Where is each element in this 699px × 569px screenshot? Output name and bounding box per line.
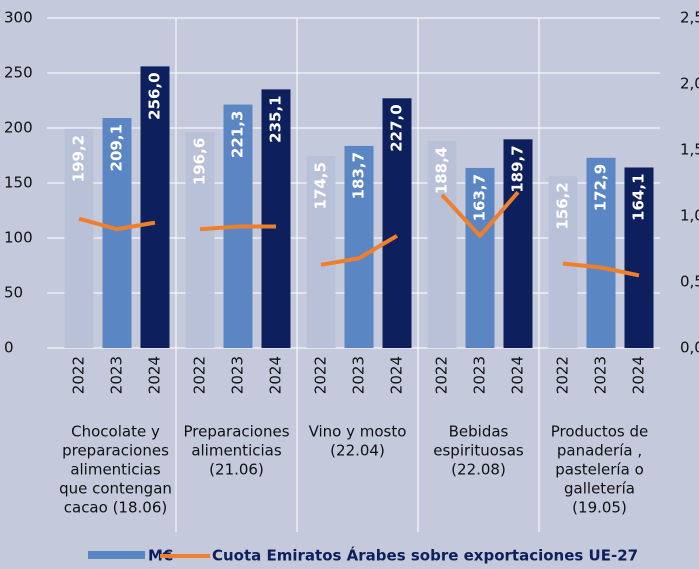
group-label: Vino y mosto: [309, 423, 407, 441]
bar: [382, 98, 412, 348]
group-label: (22.08): [451, 461, 506, 479]
line: [199, 224, 276, 232]
value-label: 189,7: [509, 145, 527, 192]
bar: [548, 176, 578, 348]
bar: [344, 145, 374, 348]
x-tick-label: 2024: [267, 356, 285, 394]
group-label: alimenticias: [191, 442, 282, 460]
group-label: que contengan: [59, 480, 172, 498]
y2-tick-label: 2,0: [680, 75, 699, 93]
bar: [624, 167, 654, 348]
group-label: panadería ,: [557, 442, 642, 460]
value-label: 221,3: [229, 111, 247, 158]
value-label: 235,1: [267, 95, 285, 142]
x-tick-label: 2023: [592, 356, 610, 394]
group-label: (22.04): [330, 442, 385, 460]
x-tick-label: 2023: [108, 356, 126, 394]
y-tick-label: 50: [4, 284, 23, 302]
group-label: (19.05): [572, 499, 627, 517]
y-tick-label: 300: [4, 9, 33, 27]
group-label: espirituosas: [433, 442, 524, 460]
bar: [140, 66, 170, 349]
line: [78, 216, 156, 232]
bar: [306, 156, 336, 348]
y-tick-label: 0: [4, 339, 14, 357]
y-tick-label: 250: [4, 64, 33, 82]
bar: [185, 131, 215, 348]
value-label: 227,0: [388, 104, 406, 151]
x-tick-label: 2024: [509, 356, 527, 394]
bar: [102, 117, 132, 349]
value-label: 183,7: [350, 152, 368, 199]
value-label: 199,2: [70, 135, 88, 182]
group-label: pastelería o: [555, 461, 644, 479]
group-label: Bebidas: [449, 423, 509, 441]
value-label: 174,5: [312, 162, 330, 209]
bar: [465, 167, 495, 348]
y-tick-label: 200: [4, 119, 33, 137]
y2-tick-label: 1,0: [680, 207, 699, 225]
group-label: Chocolate y: [71, 423, 160, 441]
bar: [64, 128, 94, 348]
x-tick-label: 2022: [433, 356, 451, 394]
group-label: galletería: [564, 480, 635, 498]
y2-tick-label: 1,5: [680, 141, 699, 159]
group-label: (21.06): [209, 461, 264, 479]
x-tick-label: 2023: [229, 356, 247, 394]
y2-tick-label: 0,5: [680, 273, 699, 291]
group-label: alimenticias: [70, 461, 161, 479]
group-label: Preparaciones: [183, 423, 289, 441]
value-label: 256,0: [146, 72, 164, 119]
legend-label: Cuota Emiratos Árabes sobre exportacione…: [212, 546, 638, 565]
x-tick-label: 2024: [630, 356, 648, 394]
x-tick-label: 2023: [471, 356, 489, 394]
y2-tick-label: 2,5: [680, 9, 699, 27]
x-tick-label: 2022: [191, 356, 209, 394]
y2-tick-label: 0,0: [680, 339, 699, 357]
value-label: 156,2: [554, 182, 572, 229]
bar: [586, 157, 616, 348]
x-tick-label: 2024: [388, 356, 406, 394]
line: [320, 234, 399, 267]
y-tick-label: 100: [4, 229, 33, 247]
value-label: 164,1: [630, 173, 648, 220]
value-label: 188,4: [433, 147, 451, 194]
value-label: 172,9: [592, 164, 610, 211]
line: [562, 261, 640, 278]
value-label: 163,7: [471, 174, 489, 221]
x-tick-label: 2022: [312, 356, 330, 394]
group-label: cacao (18.06): [64, 499, 167, 517]
bar: [261, 89, 291, 348]
group-label: Productos de: [551, 423, 648, 441]
bar: [503, 139, 533, 348]
group-label: preparaciones: [62, 442, 169, 460]
x-tick-label: 2022: [70, 356, 88, 394]
bar: [427, 140, 457, 348]
legend-swatch: [88, 551, 145, 559]
value-label: 209,1: [108, 124, 126, 171]
x-tick-label: 2022: [554, 356, 572, 394]
line: [440, 190, 520, 238]
x-tick-label: 2024: [146, 356, 164, 394]
value-label: 196,6: [191, 138, 209, 185]
x-tick-label: 2023: [350, 356, 368, 394]
y-tick-label: 150: [4, 174, 33, 192]
